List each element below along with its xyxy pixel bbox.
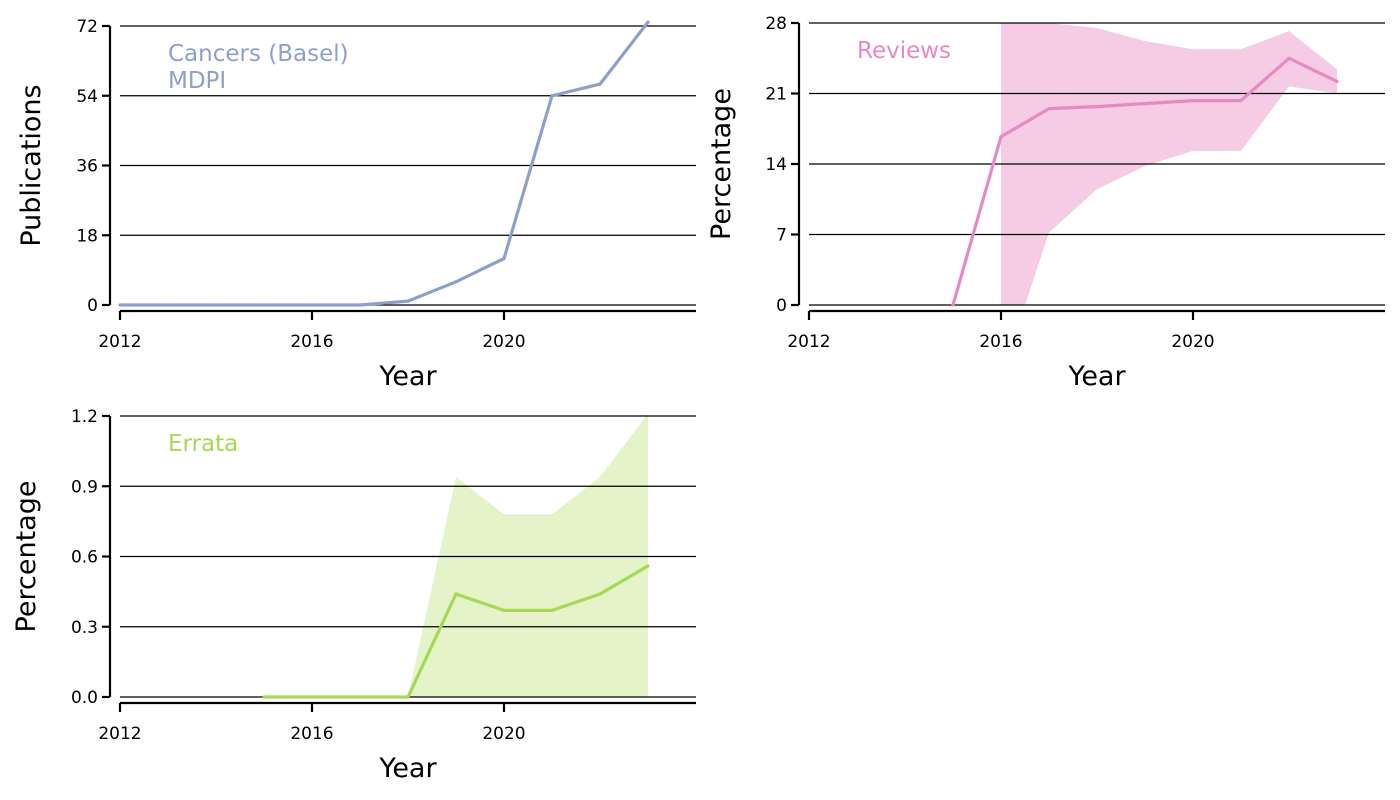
x-tick-label: 2012 [98, 724, 141, 744]
data-point [214, 303, 218, 307]
y-tick-label: 0 [776, 296, 787, 316]
data-point [1335, 79, 1339, 84]
data-point [598, 592, 602, 596]
y-tick-label: 0.6 [71, 548, 98, 568]
data-point [454, 280, 458, 284]
data-point [502, 256, 506, 261]
data-point [1095, 104, 1099, 109]
annotation-label: Cancers (Basel) [168, 41, 349, 67]
data-point [951, 303, 955, 307]
data-point [262, 303, 266, 307]
confidence-band [408, 413, 648, 697]
data-point [454, 592, 458, 596]
data-point [999, 135, 1003, 139]
x-tick-label: 2020 [482, 332, 525, 352]
y-axis-label: Publications [16, 84, 47, 246]
data-point [118, 303, 122, 307]
x-tick-label: 2020 [1171, 332, 1214, 352]
y-tick-label: 14 [765, 155, 787, 175]
data-point [406, 299, 410, 303]
panel-reviews: 0 7 14 21 28 2012 2016 2020 Year Percentage Review… [706, 14, 1385, 392]
data-point [166, 303, 170, 307]
y-tick-label: 21 [765, 85, 787, 105]
data-point [310, 695, 314, 699]
x-axis-label: Year [1067, 361, 1126, 392]
annotation-label: Reviews [857, 38, 951, 64]
x-tick-label: 2016 [290, 332, 333, 352]
y-tick-label: 0.9 [71, 477, 98, 497]
x-tick-label: 2012 [98, 332, 141, 352]
data-point [502, 608, 506, 612]
y-tick-label: 54 [76, 87, 98, 107]
x-tick-label: 2016 [290, 724, 333, 744]
x-axis-label: Year [378, 753, 437, 784]
y-tick-label: 0.3 [71, 618, 98, 638]
panel-publications: 0 18 36 54 72 2012 2016 2020 Year Publications Can… [16, 17, 696, 392]
annotation-label: Errata [168, 431, 238, 457]
x-tick-label: 2012 [787, 332, 830, 352]
y-tick-label: 36 [76, 157, 98, 177]
x-axis-label: Year [378, 361, 437, 392]
data-point [550, 94, 554, 98]
data-point [310, 303, 314, 307]
x-tick-label: 2020 [482, 724, 525, 744]
series-line [120, 21, 650, 307]
y-tick-label: 0.0 [71, 688, 98, 708]
y-tick-label: 18 [76, 226, 98, 246]
x-tick-label: 2016 [979, 332, 1022, 352]
panel-errata: 0.0 0.3 0.6 0.9 1.2 2012 2016 2020 Year Percentag… [11, 407, 696, 784]
y-axis-label: Percentage [706, 88, 737, 240]
data-point [1143, 101, 1147, 106]
y-tick-label: 0 [87, 296, 98, 316]
data-point [358, 695, 362, 699]
data-point [1239, 98, 1243, 103]
annotation-label: MDPI [168, 68, 226, 94]
y-tick-label: 28 [765, 14, 787, 34]
data-point [550, 608, 554, 612]
y-tick-label: 72 [76, 17, 98, 37]
data-point [1047, 107, 1051, 111]
data-point [646, 20, 650, 24]
y-axis-label: Percentage [11, 481, 42, 633]
data-point [262, 695, 266, 699]
data-point [358, 303, 362, 307]
data-point [646, 564, 650, 568]
data-point [598, 82, 602, 86]
y-tick-label: 7 [776, 226, 787, 246]
data-point [406, 695, 410, 699]
data-point [1191, 98, 1195, 103]
y-tick-label: 1.2 [71, 407, 98, 427]
data-point [1287, 56, 1291, 60]
